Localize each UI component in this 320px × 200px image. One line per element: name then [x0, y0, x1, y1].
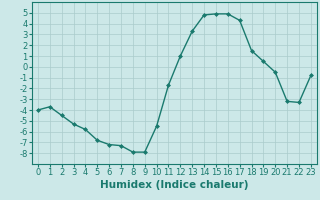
- X-axis label: Humidex (Indice chaleur): Humidex (Indice chaleur): [100, 180, 249, 190]
